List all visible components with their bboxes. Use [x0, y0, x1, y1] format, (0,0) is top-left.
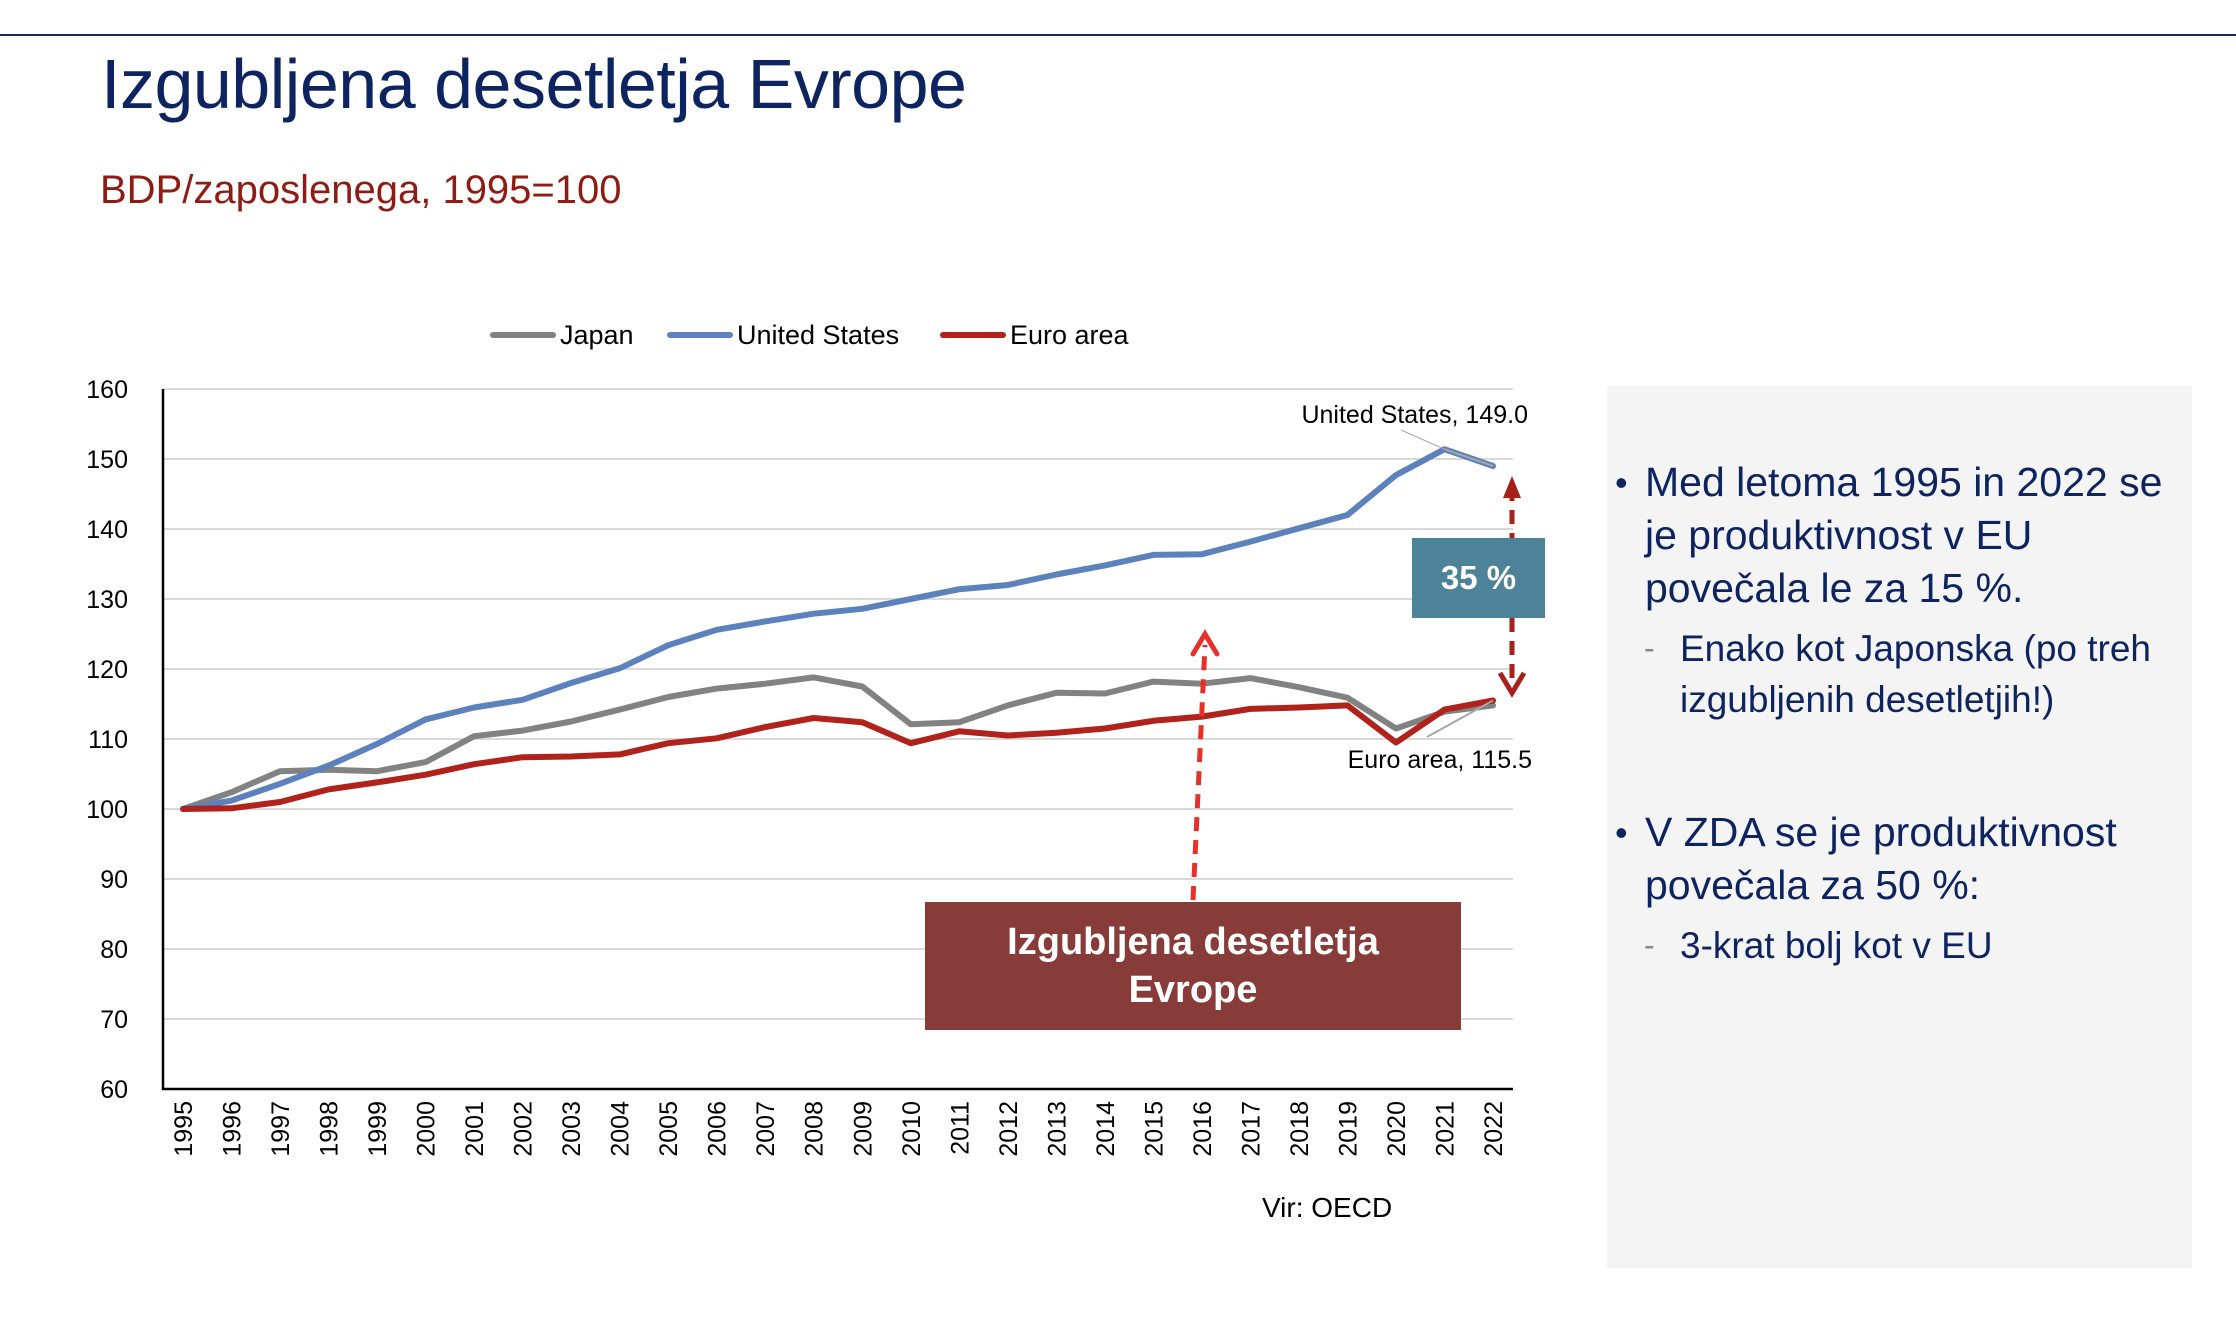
arrow-up-icon	[1503, 476, 1521, 498]
x-tick-label: 2011	[946, 1101, 974, 1155]
source-note: Vir: OECD	[1262, 1192, 1393, 1223]
x-tick-label: 1998	[316, 1101, 344, 1157]
annotation-leaders	[1400, 429, 1494, 738]
x-tick-label: 1995	[170, 1101, 198, 1157]
axes	[161, 389, 1513, 1091]
y-tick-label: 100	[86, 796, 128, 824]
x-tick-label: 2013	[1043, 1101, 1071, 1157]
dash-icon: -	[1644, 927, 1655, 963]
annotation-leader	[1400, 429, 1445, 450]
y-tick-label: 120	[86, 656, 128, 684]
key-point-subtext: 3-krat bolj kot v EU	[1680, 925, 1993, 966]
series-line-united-states	[180, 446, 1496, 812]
gap-percentage-label: 35 %	[1412, 538, 1545, 618]
x-tick-label: 2018	[1286, 1101, 1314, 1157]
x-tick-label: 2004	[607, 1101, 635, 1157]
key-point-subtext: Enako kot Japonska (po treh izgubljenih …	[1680, 628, 2152, 720]
legend: Japan United States Euro area	[490, 320, 1130, 350]
dash-icon: -	[1644, 630, 1655, 666]
y-tick-label: 90	[100, 866, 128, 894]
y-tick-label: 160	[86, 376, 128, 404]
y-tick-label: 80	[100, 936, 128, 964]
x-tick-label: 2002	[510, 1101, 538, 1157]
x-tick-label: 1999	[364, 1101, 392, 1157]
lost-decades-callout: Izgubljena desetletja Evrope	[925, 902, 1461, 1030]
bullet-icon: •	[1615, 462, 1628, 503]
x-tick-label: 2008	[801, 1101, 829, 1157]
y-tick-labels: 60 70 80 90 100 110 120 130 140 150 160	[86, 376, 128, 1104]
gridlines	[163, 388, 1513, 1020]
x-tick-label: 2015	[1140, 1101, 1168, 1157]
x-tick-label: 2016	[1189, 1101, 1217, 1157]
x-tick-label: 2009	[849, 1101, 877, 1157]
key-point-2: • V ZDA se je produktivnost povečala za …	[1607, 806, 2192, 971]
y-tick-label: 140	[86, 516, 128, 544]
key-points-panel	[1607, 386, 2192, 1268]
annotation-leader	[1426, 699, 1494, 738]
series-line-japan	[180, 674, 1496, 812]
x-tick-label: 1997	[267, 1101, 295, 1157]
x-tick-label: 2020	[1383, 1101, 1411, 1157]
y-tick-label: 110	[88, 726, 128, 754]
x-tick-label: 2003	[558, 1101, 586, 1157]
x-tick-label: 2005	[655, 1101, 683, 1157]
x-tick-label: 2010	[898, 1101, 926, 1157]
x-tick-label: 2000	[413, 1101, 441, 1157]
key-point-1: • Med letoma 1995 in 2022 se je produkti…	[1607, 456, 2192, 725]
key-point-text: Med letoma 1995 in 2022 se je produktivn…	[1645, 459, 2163, 611]
callout-arrows	[1190, 476, 1527, 901]
x-tick-label: 2017	[1237, 1101, 1265, 1157]
top-divider	[0, 34, 2236, 36]
x-tick-label: 2021	[1431, 1101, 1459, 1157]
y-tick-label: 70	[100, 1006, 128, 1034]
x-tick-label: 2014	[1092, 1101, 1120, 1157]
annotations: United States, 149.0 Euro area, 115.5	[1301, 401, 1532, 774]
x-tick-labels: 1995 1996 1997 1998 1999 2000 2001 2002 2003 2004…	[170, 1101, 1508, 1157]
x-tick-label: 2006	[704, 1101, 732, 1157]
legend-label-euro-area: Euro area	[1010, 320, 1130, 350]
key-point-text: V ZDA se je produktivnost povečala za 50…	[1645, 809, 2117, 908]
y-tick-label: 150	[86, 446, 128, 474]
annotation-united-states: United States, 149.0	[1301, 401, 1528, 429]
y-tick-label: 130	[86, 586, 128, 614]
arrow-down-icon	[1497, 671, 1527, 698]
x-tick-label: 2022	[1480, 1101, 1508, 1157]
lost-decades-arrow-shaft	[1190, 644, 1208, 901]
x-tick-label: 2007	[752, 1101, 780, 1157]
slide-title: Izgubljena desetletja Evrope	[101, 45, 967, 123]
legend-label-united-states: United States	[737, 320, 899, 350]
annotation-leader	[1444, 448, 1494, 467]
x-tick-label: 2001	[461, 1101, 489, 1157]
series-line-euro-area	[180, 697, 1496, 812]
annotation-euro-area: Euro area, 115.5	[1348, 746, 1532, 774]
slide-subtitle: BDP/zaposlenega, 1995=100	[100, 168, 622, 212]
x-tick-label: 1996	[219, 1101, 247, 1157]
series-lines	[180, 446, 1496, 812]
x-tick-label: 2012	[995, 1101, 1023, 1157]
lost-decades-line-2: Evrope	[1128, 969, 1258, 1011]
legend-label-japan: Japan	[560, 320, 634, 350]
bullet-icon: •	[1615, 812, 1628, 853]
arrow-up-icon	[1190, 629, 1220, 657]
x-tick-label: 2019	[1334, 1101, 1362, 1157]
lost-decades-line-1: Izgubljena desetletja	[1007, 920, 1379, 963]
y-tick-label: 60	[100, 1076, 128, 1104]
